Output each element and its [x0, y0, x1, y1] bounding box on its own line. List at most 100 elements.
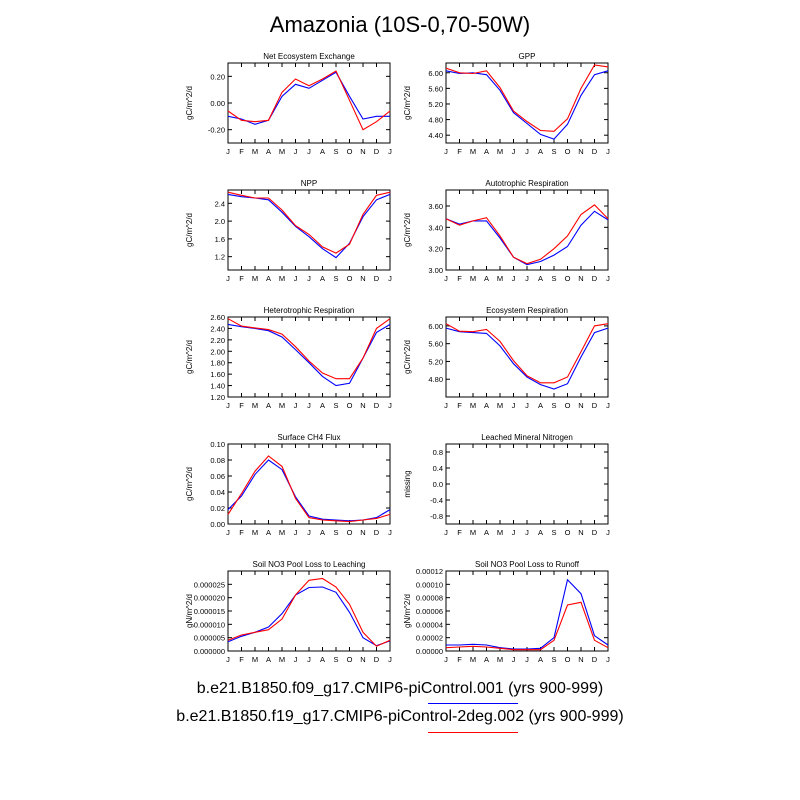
y-axis-label: gC/m^2/d	[403, 213, 412, 247]
series-line	[445, 70, 609, 140]
x-tick-label: N	[578, 528, 583, 537]
x-tick-label: F	[239, 528, 244, 537]
chart-panel: Leached Mineral Nitrogen missing -0.8 -0.4 0…	[403, 433, 610, 537]
x-tick-label: J	[512, 528, 516, 537]
y-tick-label: 3.60	[428, 202, 443, 211]
x-tick-label: D	[374, 147, 380, 156]
x-tick-label: A	[538, 528, 543, 537]
x-tick-label: F	[239, 401, 244, 410]
y-tick-label: 0.04	[210, 488, 225, 497]
x-tick-label: A	[320, 147, 325, 156]
x-tick-label: J	[512, 147, 516, 156]
x-tick-label: O	[347, 401, 353, 410]
x-tick-label: S	[333, 401, 338, 410]
x-tick-label: M	[279, 528, 285, 537]
x-tick-label: M	[252, 401, 258, 410]
series-line	[227, 455, 391, 523]
panel-title: Soil NO3 Pool Loss to Runoff	[475, 560, 580, 569]
y-tick-label: 0.00010	[416, 580, 443, 589]
panel-title: Surface CH4 Flux	[277, 433, 340, 442]
plot-frame	[227, 443, 391, 525]
x-tick-label: J	[226, 655, 230, 664]
y-tick-label: 4.80	[428, 116, 443, 125]
y-tick-label: 0.0	[433, 480, 443, 489]
x-tick-label: M	[470, 528, 476, 537]
y-tick-label: 1.60	[210, 370, 225, 379]
x-tick-label: J	[294, 528, 298, 537]
plot-frame	[227, 189, 391, 271]
y-tick-label: 0.000020	[194, 594, 225, 603]
y-tick-label: 2.40	[210, 324, 225, 333]
x-tick-label: A	[266, 147, 271, 156]
series-line	[445, 601, 609, 651]
y-tick-label: -0.4	[430, 496, 443, 505]
legend-swatch-2	[428, 732, 518, 733]
series-line	[227, 318, 391, 380]
panel-title: GPP	[519, 52, 536, 61]
x-tick-label: A	[266, 401, 271, 410]
x-tick-label: N	[578, 655, 583, 664]
x-tick-label: J	[606, 528, 610, 537]
x-tick-label: A	[266, 655, 271, 664]
x-tick-label: D	[374, 655, 380, 664]
panel-title: Heterotrophic Respiration	[264, 306, 355, 315]
y-tick-label: 0.10	[210, 440, 225, 449]
x-tick-label: M	[470, 147, 476, 156]
x-tick-label: M	[497, 401, 503, 410]
x-tick-label: A	[484, 274, 489, 283]
plot-frame	[227, 62, 391, 144]
x-tick-label: M	[470, 401, 476, 410]
x-tick-label: A	[538, 147, 543, 156]
y-tick-label: 0.20	[210, 72, 225, 81]
legend-label-1: b.e21.B1850.f09_g17.CMIP6-piControl.001 …	[196, 680, 604, 697]
x-tick-label: D	[592, 528, 598, 537]
x-tick-label: O	[347, 147, 353, 156]
x-tick-label: M	[470, 655, 476, 664]
y-axis-label: gC/m^2/d	[403, 86, 412, 120]
x-tick-label: S	[333, 528, 338, 537]
x-tick-label: M	[497, 655, 503, 664]
y-tick-label: 1.20	[210, 393, 225, 402]
x-tick-label: D	[592, 401, 598, 410]
x-tick-label: J	[444, 401, 448, 410]
chart-panel: Autotrophic Respiration gC/m^2/d 3.00 3.20 3…	[403, 179, 610, 283]
series-line	[227, 71, 390, 125]
y-tick-label: 0.000010	[194, 620, 225, 629]
x-tick-label: M	[497, 274, 503, 283]
x-tick-label: M	[279, 147, 285, 156]
x-tick-label: J	[388, 274, 392, 283]
x-tick-label: F	[457, 528, 462, 537]
x-tick-label: S	[551, 147, 556, 156]
series-line	[445, 210, 609, 266]
y-tick-label: 2.20	[210, 336, 225, 345]
plot-frame	[445, 189, 609, 271]
x-tick-label: F	[239, 655, 244, 664]
x-tick-label: O	[347, 528, 353, 537]
x-tick-label: J	[444, 274, 448, 283]
series-line	[227, 323, 391, 387]
x-tick-label: J	[525, 528, 529, 537]
x-tick-label: J	[512, 274, 516, 283]
x-tick-label: N	[578, 274, 583, 283]
plot-frame	[227, 316, 391, 398]
x-tick-label: J	[226, 147, 230, 156]
x-tick-label: F	[457, 655, 462, 664]
x-tick-label: J	[388, 528, 392, 537]
y-tick-label: 2.0	[215, 217, 225, 226]
x-tick-label: M	[279, 401, 285, 410]
x-tick-label: D	[374, 528, 380, 537]
x-tick-label: D	[592, 147, 598, 156]
x-tick-label: S	[551, 274, 556, 283]
y-tick-label: 0.00012	[416, 567, 443, 576]
x-tick-label: M	[279, 274, 285, 283]
series-line	[227, 191, 391, 254]
x-tick-label: A	[538, 274, 543, 283]
x-tick-label: N	[360, 274, 365, 283]
y-tick-label: 3.00	[428, 266, 443, 275]
x-tick-label: S	[551, 655, 556, 664]
legend-swatch-1	[428, 703, 518, 704]
x-tick-label: J	[444, 528, 448, 537]
x-tick-label: J	[226, 274, 230, 283]
